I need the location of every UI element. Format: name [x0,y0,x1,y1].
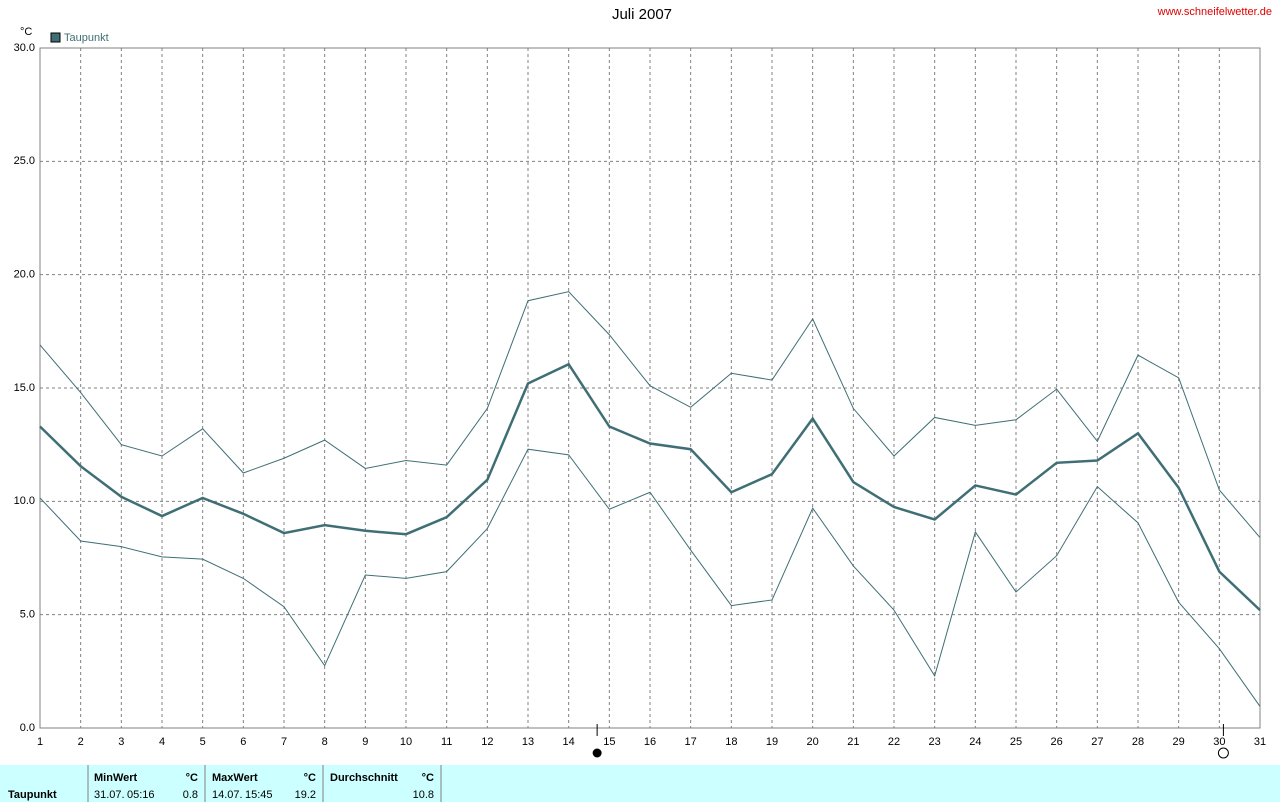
x-tick-label: 29 [1173,736,1185,748]
full-moon [592,748,602,758]
stats-panel [0,765,1280,802]
x-tick-label: 23 [929,736,941,748]
x-tick-label: 24 [969,736,981,748]
y-tick-label: 5.0 [20,609,35,621]
x-tick-label: 21 [847,736,859,748]
stats-header: Durchschnitt [330,772,398,784]
source: www.schneifelwetter.de [1157,6,1272,18]
x-tick-label: 26 [1051,736,1063,748]
y-tick-label: 25.0 [14,155,35,167]
stats-value: 10.8 [413,789,434,801]
stats-unit: °C [186,772,198,784]
stats-value: 19.2 [295,789,316,801]
x-tick-label: 9 [362,736,368,748]
stats-header: MinWert [94,772,138,784]
x-tick-label: 30 [1213,736,1225,748]
x-tick-label: 28 [1132,736,1144,748]
x-tick-label: 27 [1091,736,1103,748]
stats-unit: °C [304,772,316,784]
x-tick-label: 15 [603,736,615,748]
stats-date: 14.07. [212,789,243,801]
new-moon [1217,747,1229,759]
y-tick-label: 10.0 [14,495,35,507]
x-tick-label: 20 [807,736,819,748]
stats-dividers [87,765,442,802]
stats-unit: °C [422,772,434,784]
x-tick-label: 1 [37,736,43,748]
x-tick-label: 14 [563,736,575,748]
x-tick-label: 10 [400,736,412,748]
x-tick-label: 17 [685,736,697,748]
x-tick-label: 16 [644,736,656,748]
x-tick-label: 7 [281,736,287,748]
legend-label: Taupunkt [64,32,109,44]
stats-label: Taupunkt [8,789,57,801]
y-unit: °C [20,26,32,38]
x-tick-label: 6 [240,736,246,748]
x-tick-label: 12 [481,736,493,748]
stats-time: 05:16 [127,789,155,801]
chart-title: Juli 2007 [612,6,672,23]
y-tick-label: 30.0 [14,42,35,54]
x-tick-label: 13 [522,736,534,748]
y-tick-label: 20.0 [14,269,35,281]
line [39,291,1261,538]
x-tick-label: 2 [78,736,84,748]
stats-date: 31.07. [94,789,125,801]
stats-header: MaxWert [212,772,258,784]
x-tick-label: 22 [888,736,900,748]
x-tick-label: 11 [441,736,452,748]
x-tick-label: 18 [725,736,737,748]
legend-swatch [50,32,61,43]
stats-time: 15:45 [245,789,273,801]
x-tick-label: 8 [322,736,328,748]
y-tick-label: 0.0 [20,722,35,734]
x-tick-label: 3 [118,736,124,748]
x-tick-label: 4 [159,736,165,748]
x-tick-label: 25 [1010,736,1022,748]
x-tick-label: 19 [766,736,778,748]
y-tick-label: 15.0 [14,382,35,394]
stats-value: 0.8 [183,789,198,801]
line [39,448,1261,707]
x-tick-label: 31 [1254,736,1266,748]
line [39,362,1261,612]
x-tick-label: 5 [200,736,206,748]
